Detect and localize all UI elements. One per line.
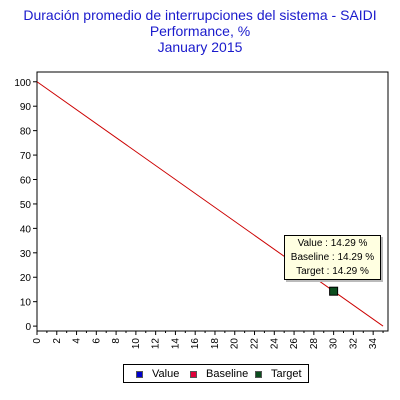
x-tick-label: 14 <box>170 338 181 350</box>
y-tick-label: 0 <box>25 322 31 333</box>
x-tick-label: 32 <box>348 338 359 350</box>
legend-label-baseline: Baseline <box>206 368 248 380</box>
x-tick-label: 30 <box>329 338 340 350</box>
x-tick-label: 22 <box>250 338 261 350</box>
y-tick-label: 30 <box>20 249 32 260</box>
y-tick-label: 50 <box>20 200 32 211</box>
x-tick-label: 24 <box>269 338 280 350</box>
x-tick-label: 18 <box>210 338 221 350</box>
legend-swatch-value <box>136 371 143 378</box>
y-tick-label: 70 <box>20 151 32 162</box>
x-tick-label: 10 <box>131 338 142 350</box>
tooltip-target-line: Target : 14.29 % <box>285 265 380 279</box>
x-tick-label: 0 <box>32 338 43 344</box>
y-tick-label: 10 <box>20 298 32 309</box>
x-tick-label: 8 <box>111 338 122 344</box>
x-tick-label: 12 <box>151 338 162 350</box>
x-tick-label: 20 <box>230 338 241 350</box>
x-tick-label: 34 <box>368 338 379 350</box>
x-tick-label: 16 <box>190 338 201 350</box>
y-tick-label: 40 <box>20 224 32 235</box>
x-tick-label: 26 <box>289 338 300 350</box>
legend-item-target: Target <box>255 368 302 380</box>
legend-item-baseline: Baseline <box>190 368 248 380</box>
x-tick-label: 2 <box>52 338 63 344</box>
x-tick-label: 28 <box>309 338 320 350</box>
tooltip-value-line: Value : 14.29 % <box>285 237 380 251</box>
x-tick-label: 4 <box>72 338 83 344</box>
legend-label-target: Target <box>271 368 302 380</box>
target-point <box>330 287 338 295</box>
tooltip-baseline-line: Baseline : 14.29 % <box>285 251 380 265</box>
legend-swatch-baseline <box>190 371 197 378</box>
y-tick-label: 90 <box>20 102 32 113</box>
y-tick-label: 100 <box>14 78 31 89</box>
y-tick-label: 60 <box>20 176 32 187</box>
legend-swatch-target <box>255 371 262 378</box>
value-tooltip: Value : 14.29 % Baseline : 14.29 % Targe… <box>284 235 381 280</box>
y-tick-label: 80 <box>20 127 32 138</box>
x-tick-label: 6 <box>91 338 102 344</box>
legend-item-value: Value <box>136 368 179 380</box>
legend-label-value: Value <box>152 368 179 380</box>
y-tick-label: 20 <box>20 273 32 284</box>
chart-legend: Value Baseline Target <box>123 364 309 383</box>
